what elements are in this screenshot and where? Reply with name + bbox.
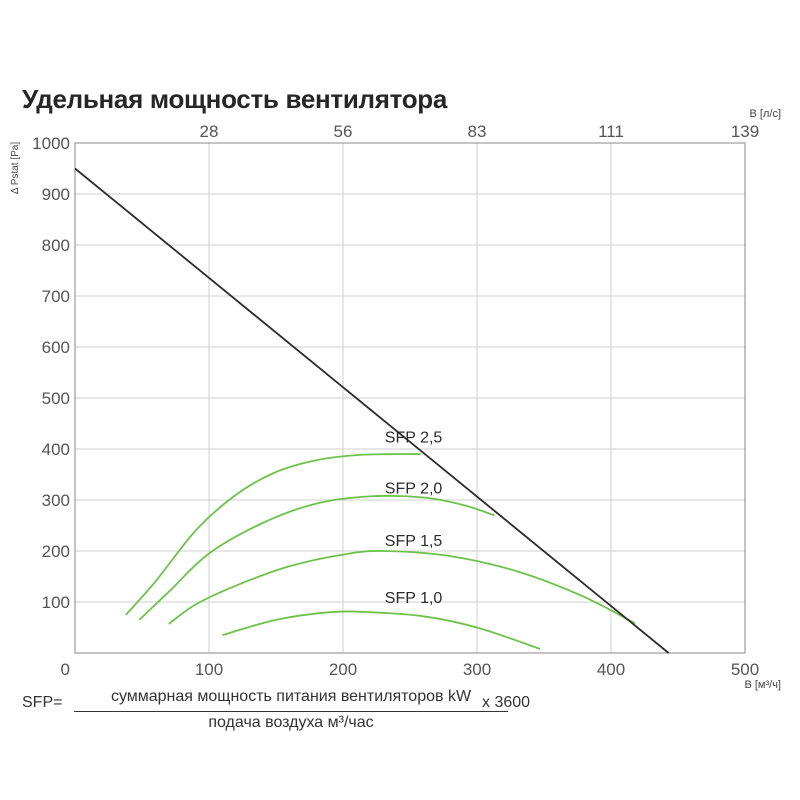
sfp-curve <box>125 453 421 616</box>
x-origin-label: 0 <box>61 660 70 679</box>
y-tick-label: 900 <box>42 185 70 204</box>
fraction-line <box>74 711 508 712</box>
x-tick-label: 400 <box>597 660 625 679</box>
plot-frame <box>74 142 746 654</box>
y-axis-label: Δ Pstat [Pa] <box>10 142 21 194</box>
top-tick-label: 83 <box>468 122 487 141</box>
sfp-curves <box>125 453 636 650</box>
y-tick-label: 400 <box>42 440 70 459</box>
y-tick-label: 300 <box>42 491 70 510</box>
grid <box>75 143 745 653</box>
top-axis-label: В [л/с] <box>750 108 781 120</box>
formula-multiplier: x 3600 <box>482 694 531 711</box>
y-tick-label: 800 <box>42 236 70 255</box>
sfp-curve-label: SFP 2,5 <box>385 429 443 446</box>
sfp-formula: SFP= суммарная мощность питания вентилят… <box>22 688 582 738</box>
x-axis-label: В [м³/ч] <box>744 679 781 691</box>
series-labels: SFP 2,5 SFP 2,0 SFP 1,5 SFP 1,0 <box>385 429 443 607</box>
top-tick-label: 111 <box>598 122 624 141</box>
y-tick-label: 200 <box>42 542 70 561</box>
x-tick-label: 200 <box>329 660 357 679</box>
top-tick-label: 28 <box>200 122 219 141</box>
y-tick-label: 700 <box>42 287 70 306</box>
sfp-curve-label: SFP 1,5 <box>385 533 443 550</box>
formula-lhs: SFP= <box>22 694 63 711</box>
y-tick-label: 100 <box>42 593 70 612</box>
sfp-curve <box>222 610 541 650</box>
fan-characteristic-line <box>74 167 670 654</box>
formula-denominator: подача воздуха м³/час <box>208 714 374 731</box>
x-tick-label: 100 <box>195 660 223 679</box>
top-tick-label: 139 <box>731 122 759 141</box>
top-tick-label: 56 <box>334 122 353 141</box>
y-tick-label: 600 <box>42 338 70 357</box>
y-tick-label: 500 <box>42 389 70 408</box>
sfp-curve-label: SFP 2,0 <box>385 480 443 497</box>
chart-title: Удельная мощность вентилятора <box>22 84 448 114</box>
sfp-curve <box>168 550 636 625</box>
axis-labels: 100 200 300 400 500 600 700 800 900 1000 0 100 200 30… <box>10 108 781 691</box>
sfp-curve <box>138 495 495 621</box>
y-tick-label: 1000 <box>32 134 70 153</box>
formula-numerator: суммарная мощность питания вентиляторов … <box>110 688 472 705</box>
x-tick-label: 300 <box>463 660 491 679</box>
fan-line <box>74 167 670 654</box>
x-tick-label: 500 <box>731 660 759 679</box>
sfp-curve-label: SFP 1,0 <box>385 590 443 607</box>
